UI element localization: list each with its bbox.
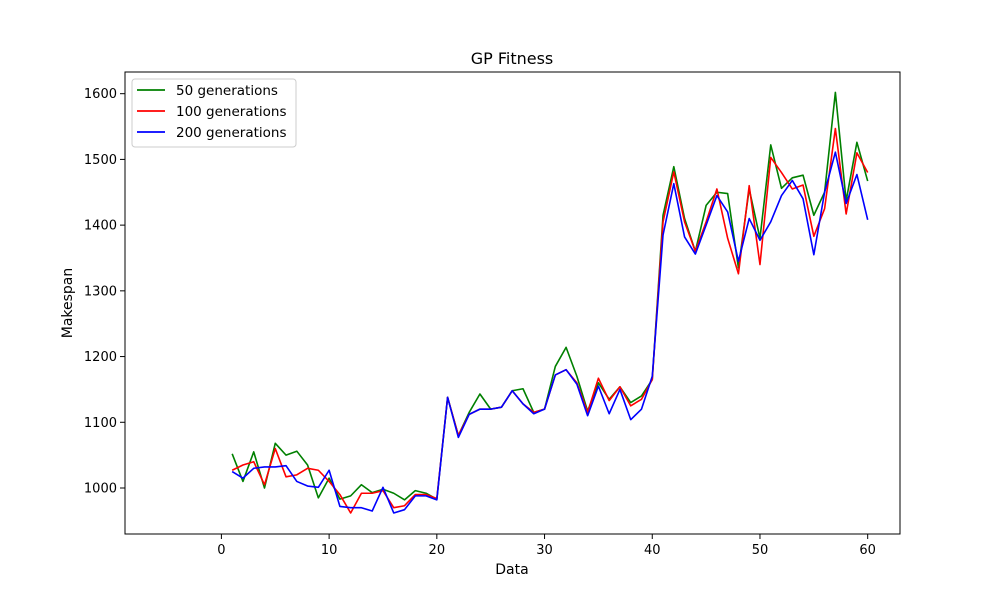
y-tick-label: 1200 <box>84 350 117 365</box>
x-axis: 0 10 20 30 40 50 60 <box>217 534 876 558</box>
legend-label: 100 generations <box>176 104 287 120</box>
y-tick-label: 1300 <box>84 284 117 299</box>
series-group <box>231 91 869 514</box>
y-tick-label: 1400 <box>84 219 117 234</box>
y-tick-label: 1000 <box>84 481 117 496</box>
series-line-3 <box>231 151 869 514</box>
series-line-1 <box>231 91 869 501</box>
y-axis: 1000 1100 1200 1300 1400 1500 1600 <box>84 87 125 496</box>
legend-label: 200 generations <box>176 125 287 141</box>
x-tick-label: 50 <box>752 543 769 558</box>
legend: 50 generations 100 generations 200 generat… <box>131 78 297 148</box>
y-axis-label: Makespan <box>60 268 76 339</box>
chart-title: GP Fitness <box>471 49 554 68</box>
series-line-2 <box>231 127 869 514</box>
x-tick-label: 10 <box>321 543 338 558</box>
x-tick-label: 40 <box>644 543 661 558</box>
x-tick-label: 60 <box>859 543 876 558</box>
y-tick-label: 1100 <box>84 416 117 431</box>
y-tick-label: 1500 <box>84 153 117 168</box>
x-tick-label: 30 <box>536 543 553 558</box>
x-axis-label: Data <box>495 562 528 578</box>
plot-frame <box>124 71 901 535</box>
legend-box <box>131 78 297 148</box>
x-tick-label: 0 <box>217 543 225 558</box>
y-tick-label: 1600 <box>84 87 117 102</box>
x-tick-label: 20 <box>429 543 446 558</box>
legend-label: 50 generations <box>176 83 278 99</box>
